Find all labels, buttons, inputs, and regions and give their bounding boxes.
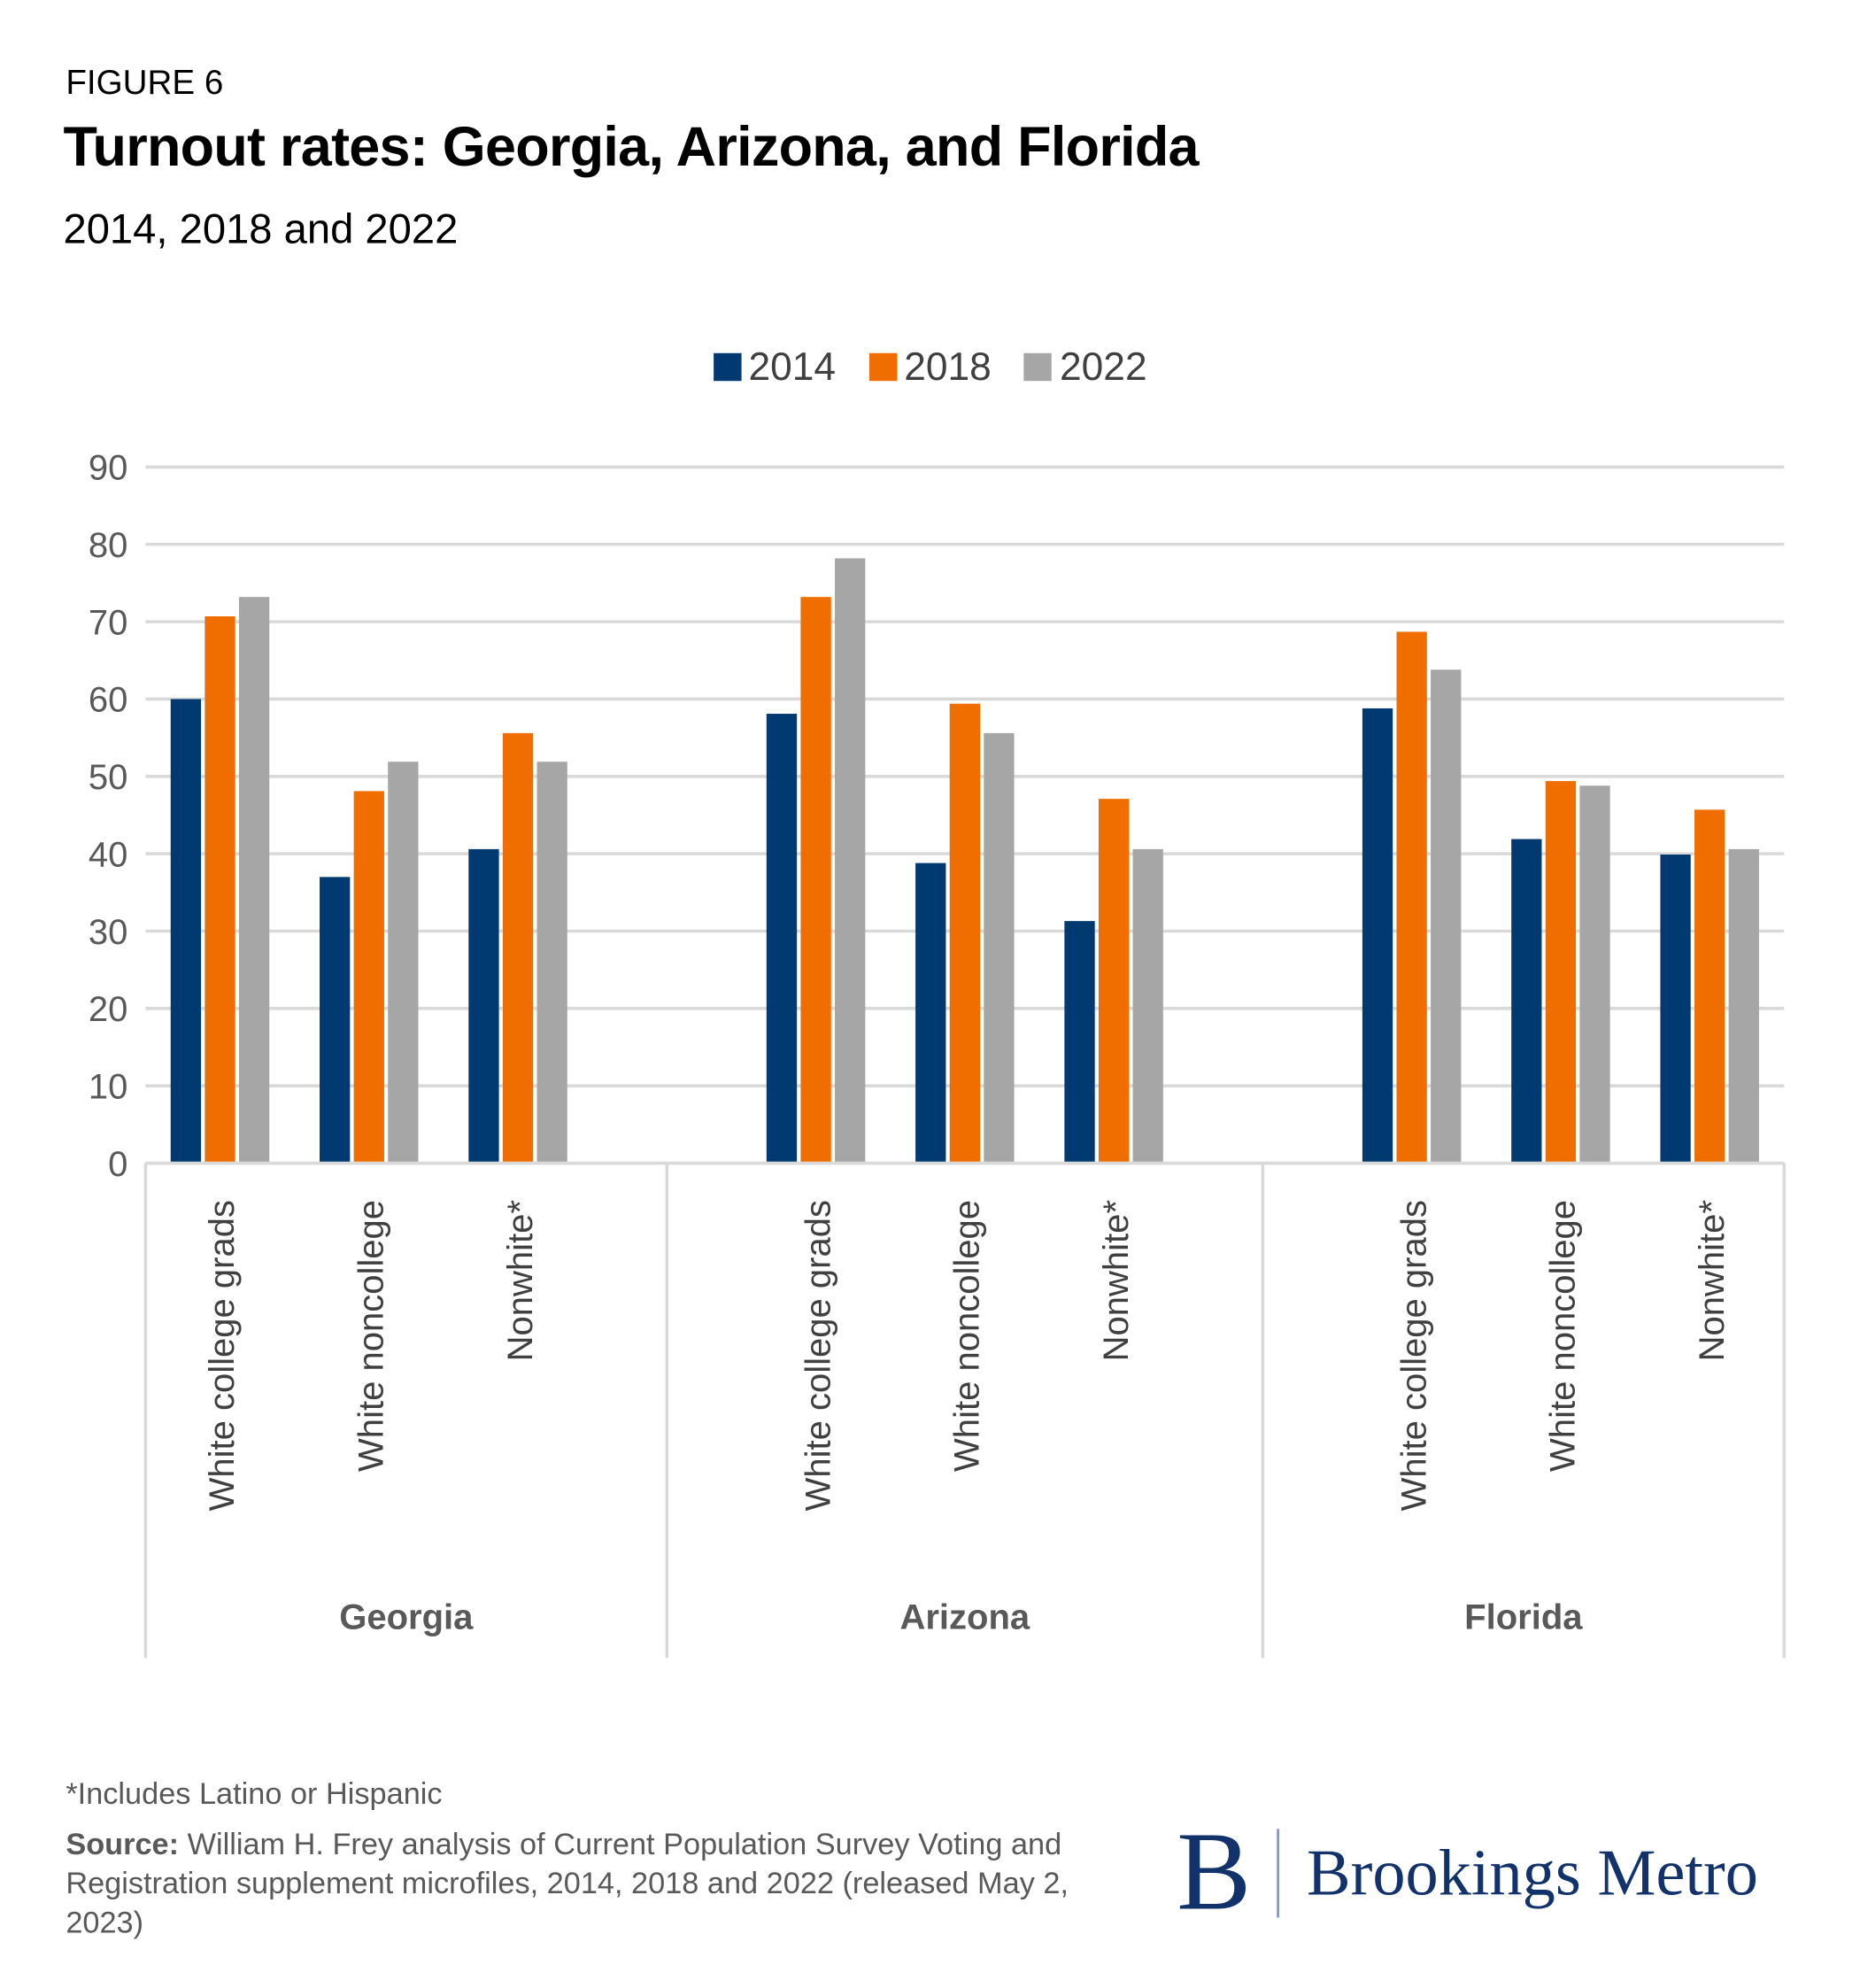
source-label: Source: — [66, 1827, 180, 1862]
bar-2022 — [1431, 669, 1462, 1164]
bar-2014 — [915, 862, 946, 1164]
category-label: White college grads — [203, 1200, 242, 1511]
bar-2014 — [1064, 921, 1095, 1164]
logo-mark: B — [1177, 1811, 1252, 1934]
bar-2014 — [170, 699, 202, 1164]
y-tick-label: 60 — [89, 681, 128, 720]
chart-title: Turnout rates: Georgia, Arizona, and Flo… — [63, 116, 1199, 179]
logo-divider — [1276, 1829, 1279, 1918]
legend-item-2018: 2018 — [868, 344, 992, 390]
bar-2014 — [766, 714, 798, 1164]
legend-label: 2018 — [904, 344, 992, 389]
category-label: Nonwhite* — [1097, 1200, 1136, 1361]
bar-2018 — [1396, 631, 1427, 1164]
bar-2018 — [800, 597, 831, 1164]
group-label: Georgia — [339, 1598, 474, 1637]
y-tick-label: 80 — [89, 526, 128, 565]
figure-label: FIGURE 6 — [66, 63, 224, 102]
category-label: Nonwhite* — [501, 1200, 540, 1361]
bar-2018 — [1694, 809, 1725, 1164]
legend-item-2022: 2022 — [1023, 344, 1147, 390]
bar-2022 — [536, 762, 567, 1164]
bar-2022 — [1579, 785, 1610, 1164]
bar-2014 — [1511, 839, 1542, 1164]
bar-2022 — [835, 558, 866, 1164]
logo-text: Brookings Metro — [1307, 1837, 1758, 1910]
y-tick-label: 50 — [89, 758, 128, 797]
category-label: White noncollege — [1544, 1200, 1583, 1472]
y-tick-label: 40 — [89, 835, 128, 874]
legend-label: 2014 — [748, 344, 837, 389]
group-label: Florida — [1464, 1598, 1583, 1637]
bar-chart: 0 10 20 30 40 50 60 70 80 90 White college grads Wh… — [89, 449, 1787, 1659]
category-label: White college grads — [799, 1200, 837, 1511]
bar-2018 — [502, 732, 534, 1164]
bar-2018 — [1098, 799, 1130, 1164]
legend: 2014 2018 2022 — [0, 344, 1860, 390]
source-note: Source: William H. Frey analysis of Curr… — [66, 1825, 1115, 1943]
chart-subtitle: 2014, 2018 and 2022 — [63, 205, 459, 252]
category-label: White college grads — [1394, 1200, 1433, 1511]
y-tick-label: 20 — [89, 990, 128, 1029]
bar-2022 — [1132, 848, 1163, 1164]
footnote: *Includes Latino or Hispanic — [66, 1776, 443, 1812]
bar-2018 — [205, 615, 235, 1164]
legend-item-2014: 2014 — [713, 344, 836, 390]
legend-label: 2022 — [1060, 344, 1147, 389]
bar-2018 — [949, 703, 980, 1164]
legend-swatch — [868, 352, 897, 382]
group-label: Arizona — [899, 1598, 1030, 1637]
bar-2014 — [1660, 855, 1691, 1164]
y-tick-label: 0 — [108, 1145, 127, 1184]
legend-swatch — [1023, 352, 1053, 382]
bar-2022 — [1728, 848, 1759, 1164]
bar-2018 — [1545, 781, 1577, 1164]
bar-2014 — [468, 848, 499, 1164]
bar-2022 — [388, 762, 419, 1164]
category-label: White noncollege — [351, 1200, 390, 1472]
y-tick-label: 30 — [89, 913, 128, 952]
brookings-metro-logo: B Brookings Metro — [1177, 1811, 1758, 1934]
bar-2014 — [320, 877, 351, 1164]
source-text: William H. Frey analysis of Current Popu… — [66, 1827, 1069, 1941]
bar-2018 — [353, 791, 384, 1164]
category-label: White noncollege — [948, 1200, 987, 1472]
bar-2014 — [1362, 708, 1393, 1164]
y-tick-label: 90 — [89, 449, 128, 488]
legend-swatch — [713, 352, 741, 382]
bar-2022 — [238, 597, 270, 1164]
bar-2022 — [984, 732, 1015, 1164]
category-label: Nonwhite* — [1693, 1200, 1732, 1361]
y-tick-label: 10 — [89, 1067, 128, 1106]
y-tick-label: 70 — [89, 603, 128, 642]
